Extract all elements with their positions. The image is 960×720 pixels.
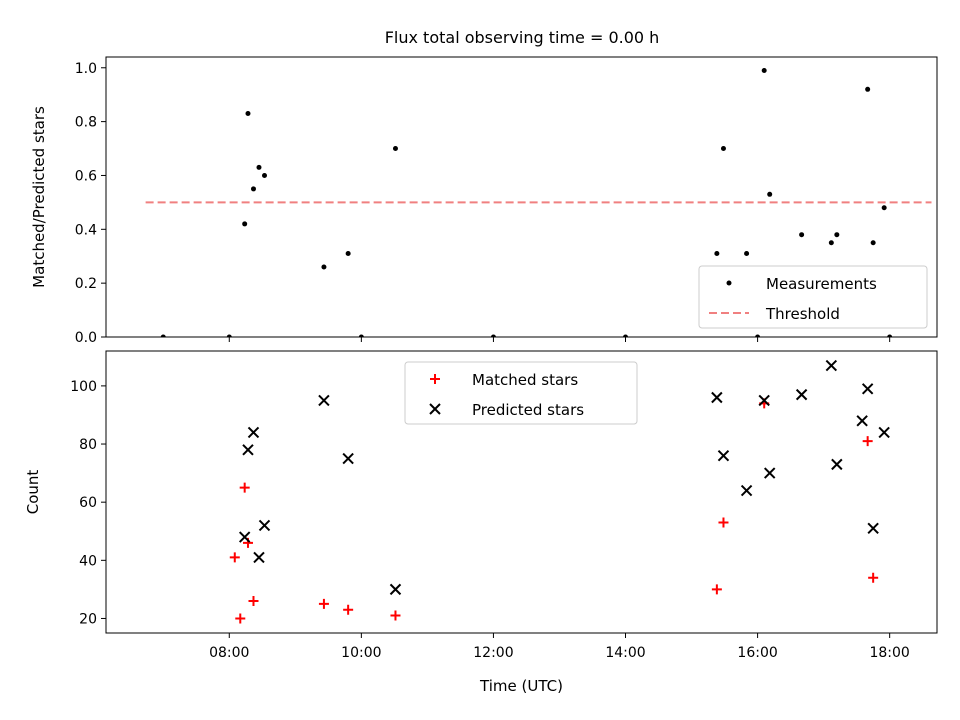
predicted-stars-point (247, 426, 260, 439)
predicted-stars-point (242, 444, 254, 456)
x-tick-label: 08:00 (209, 645, 249, 661)
predicted-stars-point (258, 519, 271, 532)
measurement-point (799, 232, 805, 238)
measurement-point (720, 146, 726, 152)
predicted-stars-point (253, 551, 265, 564)
measurement-point (245, 111, 251, 117)
y-tick-label: 20 (79, 611, 97, 627)
measurement-point (834, 232, 840, 238)
legend-label: Measurements (766, 275, 877, 293)
y-tick-label: 0.0 (75, 330, 97, 346)
predicted-stars-point (342, 452, 354, 465)
legend-box (698, 265, 928, 329)
predicted-stars-point (861, 383, 874, 395)
y-tick-label: 80 (79, 437, 97, 453)
y-axis-label: Count (24, 470, 42, 515)
predicted-stars-point (389, 583, 402, 596)
measurement-point (490, 334, 496, 337)
legend-label: Matched stars (472, 371, 578, 389)
y-axis-label: Matched/Predicted stars (30, 106, 48, 288)
matched-stars-point (343, 604, 354, 615)
y-tick-label: 0.2 (75, 276, 97, 292)
x-tick-label: 14:00 (605, 645, 645, 661)
measurement-point (345, 251, 351, 257)
measurement-point (828, 240, 834, 246)
y-tick-label: 100 (70, 379, 97, 395)
plot-area (229, 359, 890, 624)
matched-stars-point (239, 482, 250, 493)
y-tick-label: 0.8 (75, 115, 97, 131)
predicted-stars-point (795, 388, 808, 401)
legend-predicted-swatch (429, 403, 441, 415)
measurement-point (744, 251, 750, 257)
axes-frame (105, 56, 938, 338)
legend-matched-swatch (430, 374, 440, 384)
measurement-point (242, 221, 248, 227)
matched-stars-point (235, 613, 246, 624)
matched-stars-point (718, 517, 729, 528)
predicted-stars-point (856, 415, 868, 427)
measurement-point (755, 334, 761, 337)
measurement-point (881, 205, 887, 211)
legend: Measurements Threshold (698, 265, 928, 329)
y-tick-label: 0.6 (75, 168, 97, 184)
measurement-point (392, 146, 398, 152)
predicted-stars-point (878, 426, 890, 439)
matched-stars-point (248, 596, 259, 607)
x-tick-label: 16:00 (737, 645, 777, 661)
predicted-stars-point (867, 522, 879, 535)
plot-area (145, 67, 932, 337)
measurement-point (714, 251, 720, 257)
measurement-point (226, 334, 232, 337)
measurement-point (160, 334, 166, 337)
top-panel: 0.0 0.2 0.4 0.6 0.8 1.0 Matched/Predicted star… (30, 56, 938, 346)
measurement-point (865, 86, 871, 92)
measurement-point (261, 172, 267, 178)
legend-label: Threshold (765, 305, 840, 323)
y-tick-label: 0.4 (75, 222, 97, 238)
matched-stars-point (868, 572, 879, 583)
predicted-stars-point (238, 531, 251, 543)
chart-title: Flux total observing time = 0.00 h (385, 28, 660, 47)
predicted-stars-point (740, 484, 753, 497)
legend-measurement-swatch (726, 280, 732, 286)
predicted-stars-point (825, 359, 838, 372)
matched-stars-point (318, 598, 329, 609)
matched-stars-point (711, 584, 722, 595)
measurement-point (321, 264, 327, 270)
legend-box (404, 361, 638, 425)
axes-frame (105, 350, 938, 634)
predicted-stars-point (758, 394, 770, 407)
predicted-stars-point (763, 467, 776, 479)
measurement-point (870, 240, 876, 246)
measurement-point (250, 186, 256, 192)
predicted-stars-point (711, 391, 723, 404)
predicted-stars-point (831, 458, 843, 471)
measurement-point (761, 67, 767, 73)
measurement-point (623, 334, 629, 337)
legend: Matched stars Predicted stars (404, 361, 638, 425)
matched-stars-point (390, 610, 401, 621)
x-tick-label: 18:00 (869, 645, 909, 661)
y-tick-label: 1.0 (75, 61, 97, 77)
predicted-stars-point (717, 449, 730, 462)
x-tick-label: 12:00 (473, 645, 513, 661)
measurement-point (767, 191, 773, 197)
x-tick-label: 10:00 (341, 645, 381, 661)
bottom-panel: 20 40 60 80 100 08:00 10:00 12:00 14:00 16:00 18:0… (24, 350, 938, 695)
x-axis-label: Time (UTC) (479, 677, 563, 695)
matched-stars-point (862, 436, 873, 447)
measurement-point (256, 164, 262, 170)
matched-stars-point (229, 552, 240, 563)
y-tick-label: 60 (79, 495, 97, 511)
measurement-point (358, 334, 364, 337)
predicted-stars-point (318, 394, 330, 407)
y-tick-label: 40 (79, 553, 97, 569)
measurement-point (887, 334, 893, 337)
legend-label: Predicted stars (472, 401, 584, 419)
